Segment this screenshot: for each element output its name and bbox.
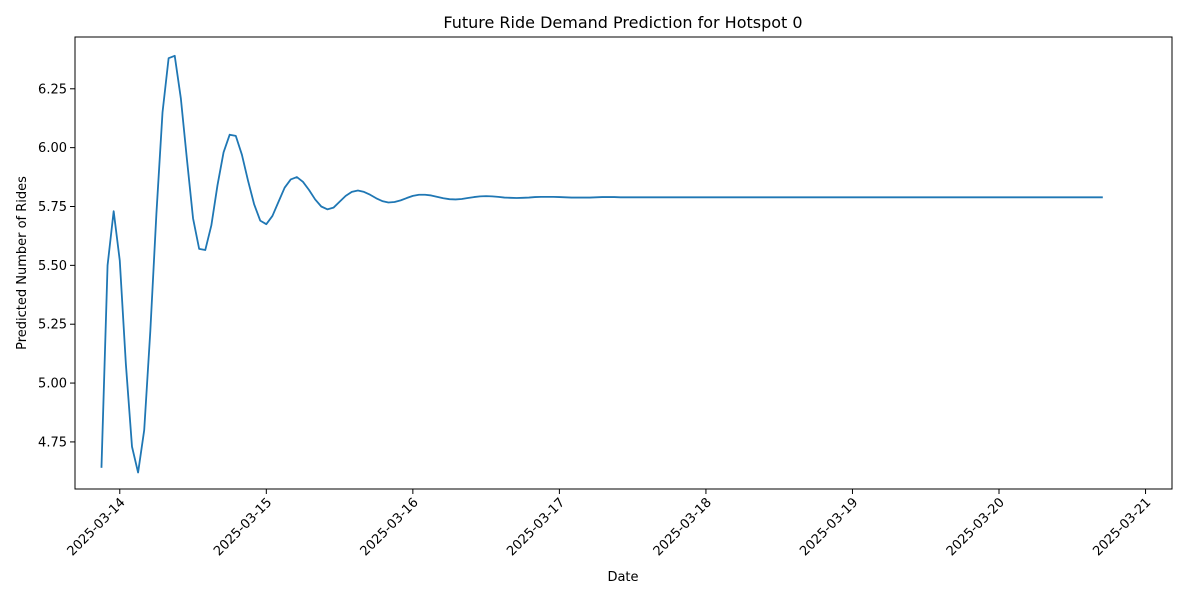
- x-tick-label: 2025-03-21: [1090, 495, 1154, 559]
- chart-title: Future Ride Demand Prediction for Hotspo…: [443, 13, 802, 32]
- y-axis: 4.75 5.00 5.25 5.50 5.75 6.00 6.25: [38, 82, 75, 450]
- x-axis: 2025-03-14 2025-03-15 2025-03-16 2025-03-17…: [65, 489, 1154, 559]
- y-axis-label: Predicted Number of Rides: [15, 176, 30, 350]
- x-tick-label: 2025-03-19: [797, 495, 861, 559]
- x-tick-label: 2025-03-16: [358, 495, 422, 559]
- y-tick-label: 5.00: [38, 377, 67, 392]
- x-tick-label: 2025-03-17: [504, 495, 568, 559]
- y-tick-label: 6.00: [38, 141, 67, 156]
- series-line: [100, 54, 1103, 474]
- x-tick-label: 2025-03-14: [65, 495, 129, 559]
- y-tick-label: 5.50: [38, 259, 67, 274]
- y-tick-label: 4.75: [38, 435, 67, 450]
- x-tick-label: 2025-03-20: [944, 495, 1008, 559]
- x-tick-label: 2025-03-18: [651, 495, 715, 559]
- plot-area: [74, 36, 1173, 490]
- y-tick-label: 6.25: [38, 82, 67, 97]
- y-tick-label: 5.75: [38, 200, 67, 215]
- x-tick-label: 2025-03-15: [211, 495, 275, 559]
- y-tick-label: 5.25: [38, 318, 67, 333]
- x-axis-label: Date: [607, 570, 638, 585]
